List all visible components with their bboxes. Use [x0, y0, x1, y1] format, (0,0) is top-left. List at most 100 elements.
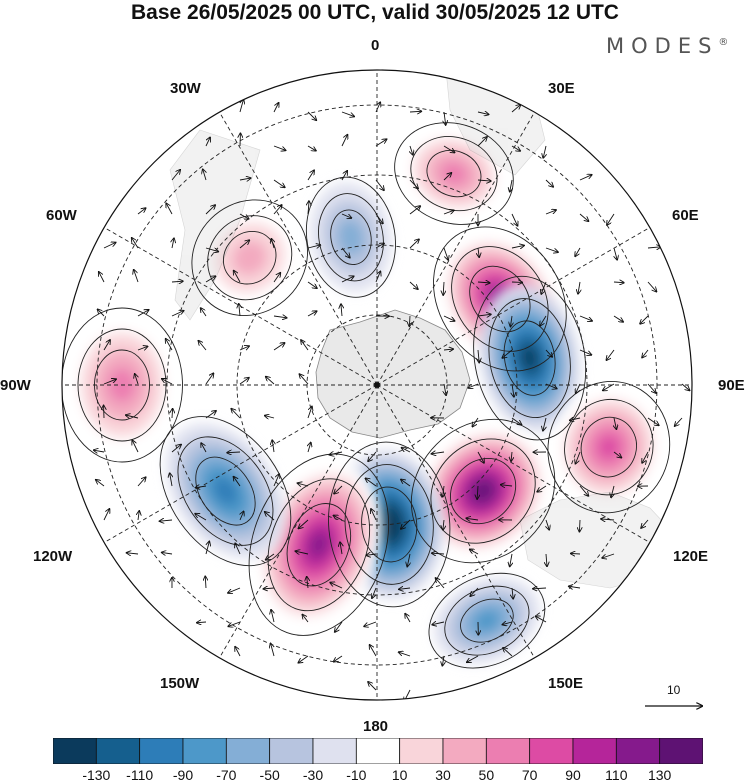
antarctica-landmass [315, 309, 471, 439]
wind-arrow [205, 411, 216, 419]
wind-arrow [368, 451, 377, 461]
wind-arrow [205, 205, 215, 215]
wind-arrow [546, 553, 547, 566]
wind-arrow [501, 485, 513, 486]
wind-arrow [578, 281, 580, 294]
colorbar-tick-label: 90 [565, 767, 581, 783]
wind-arrow [579, 315, 592, 321]
wind-arrow [298, 655, 309, 663]
streamline [450, 458, 517, 525]
wind-arrow [613, 282, 624, 283]
lon-label-120w: 120W [33, 548, 73, 565]
wind-arrow [266, 377, 275, 385]
wind-arrow [575, 451, 581, 464]
wind-arrow [201, 443, 207, 453]
wind-arrow [234, 271, 241, 283]
wind-arrow [341, 247, 350, 258]
wind-arrow [675, 417, 683, 426]
wind-arrow [579, 349, 591, 355]
wind-arrow [299, 519, 309, 528]
wind-arrow [647, 247, 661, 248]
wind-arrow [239, 240, 249, 249]
wind-arrow [647, 281, 656, 292]
wind-arrow [366, 554, 377, 555]
wind-arrow [442, 655, 444, 666]
wind-arrow [477, 314, 491, 316]
wind-arrow [96, 480, 105, 487]
wind-arrow [330, 452, 343, 455]
wind-arrow [166, 339, 173, 351]
wind-arrow [127, 553, 139, 554]
wind-arrow [575, 247, 581, 256]
wind-arrow [602, 553, 615, 558]
wind-arrow [273, 103, 279, 113]
wind-arrow [470, 587, 479, 596]
lon-label-90e: 90E [718, 377, 745, 394]
streamline [318, 193, 384, 282]
colorbar-tick-label: -10 [346, 767, 367, 783]
streamline [428, 572, 546, 669]
registered-mark: ® [718, 37, 729, 48]
wind-arrow [239, 304, 240, 317]
colorbar-tick-label: -30 [302, 767, 324, 783]
wind-arrow [368, 682, 377, 691]
wind-arrow [402, 448, 411, 453]
colorbar-swatch [659, 738, 703, 764]
wind-arrow [543, 145, 546, 158]
wind-arrow [470, 549, 479, 555]
map-border [61, 69, 693, 701]
wind-arrow [266, 553, 275, 560]
wind-arrow [307, 111, 316, 120]
wind-arrow [477, 180, 491, 181]
wind-arrow [307, 577, 308, 589]
wind-arrow [512, 587, 513, 599]
streamline [305, 176, 396, 298]
streamline [547, 381, 671, 514]
wind-arrow [503, 648, 513, 657]
wind-arrow [205, 247, 218, 252]
streamline [426, 149, 482, 198]
wind-arrow [443, 173, 451, 181]
wind-arrow [372, 587, 377, 598]
wind-arrow [647, 383, 656, 393]
wind-arrow [512, 383, 514, 397]
wind-arrow [239, 346, 249, 351]
wind-arrow [401, 479, 411, 487]
wind-arrow [511, 245, 524, 248]
wind-arrow [162, 379, 173, 385]
colorbar-tick-label: -70 [216, 767, 237, 783]
streamline [195, 456, 256, 526]
wind-arrow [537, 485, 547, 492]
wind-arrow [138, 511, 139, 521]
meridian [376, 384, 651, 543]
wind-arrow [432, 622, 445, 625]
colorbar-tick-label: 110 [605, 767, 628, 783]
wind-arrow [399, 588, 411, 589]
wind-arrow [171, 170, 180, 181]
wind-arrow [502, 622, 513, 625]
wind-arrow [432, 553, 445, 554]
anomaly-field [67, 127, 665, 664]
wind-arrow [510, 179, 512, 192]
wind-arrow [614, 417, 616, 429]
wind-arrow [540, 315, 547, 326]
wind-arrow [203, 169, 206, 181]
wind-arrow [640, 315, 649, 324]
streamline [330, 209, 372, 266]
wind-arrow [308, 443, 311, 453]
wind-arrow [302, 615, 309, 623]
colorbar-tick-label: -110 [126, 767, 154, 783]
wind-arrow [511, 105, 520, 113]
lon-label-180: 180 [363, 718, 389, 735]
streamline [159, 416, 292, 567]
wind-arrow [371, 509, 377, 521]
colorbar-swatch [529, 738, 574, 764]
wind-arrow [307, 281, 317, 288]
streamline [328, 441, 451, 608]
wind-arrow [545, 349, 552, 357]
wind-arrow [273, 343, 285, 351]
wind-arrow [409, 111, 421, 112]
wind-arrow [478, 349, 479, 362]
wind-arrow [443, 247, 448, 260]
